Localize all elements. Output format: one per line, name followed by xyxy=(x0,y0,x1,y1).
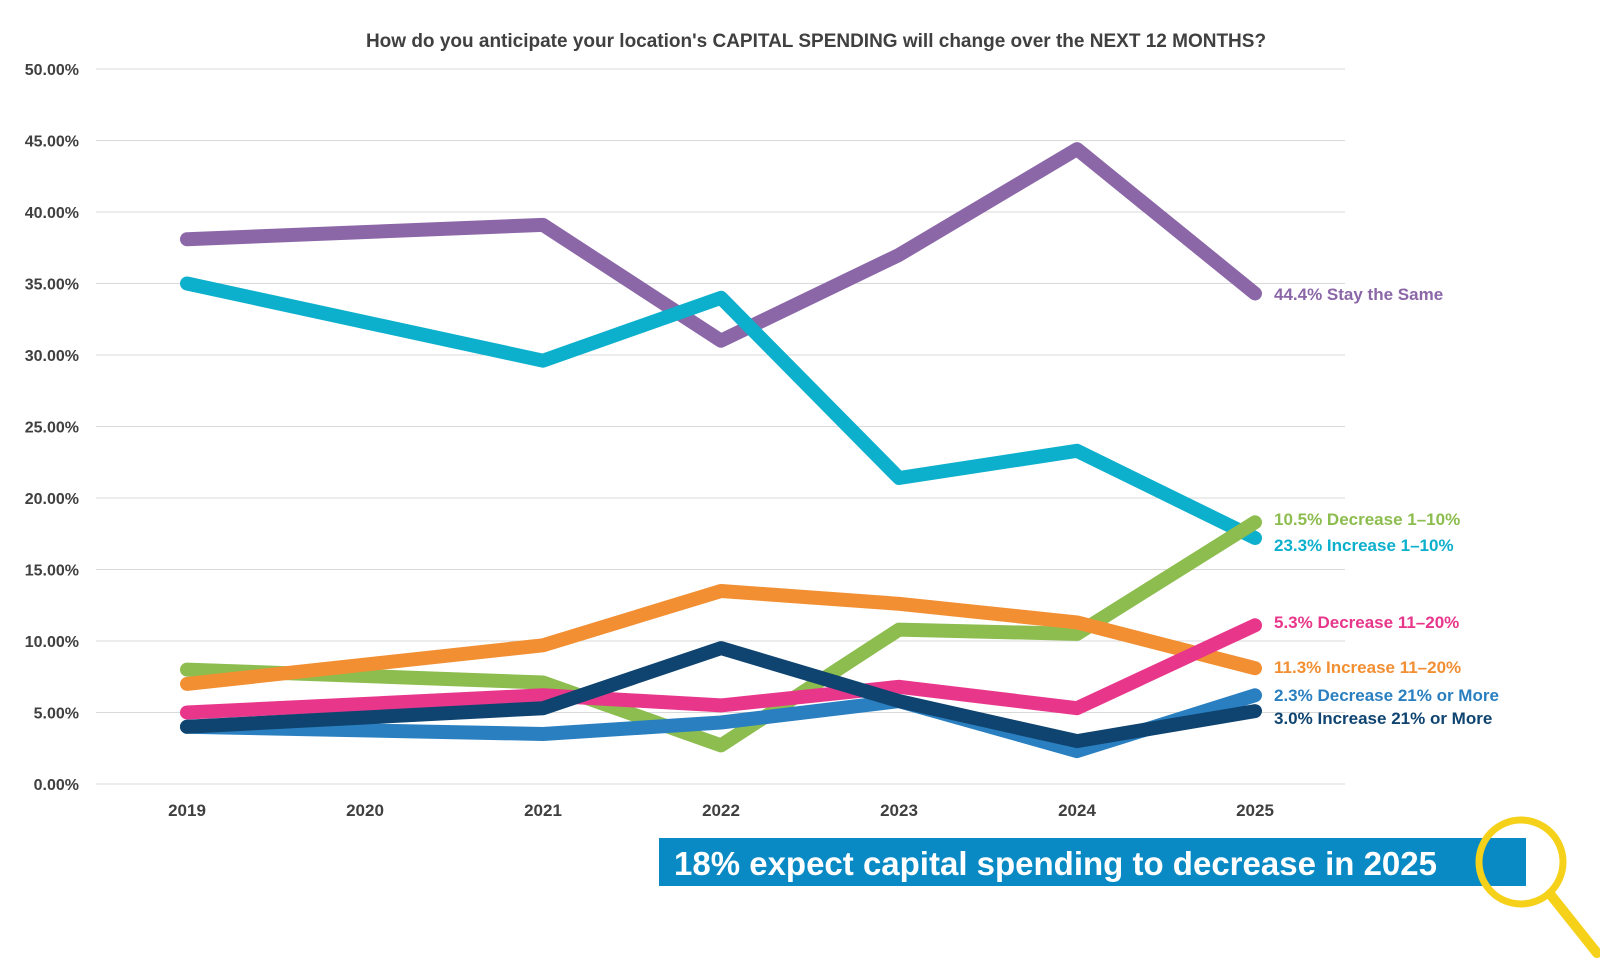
callout-text: 18% expect capital spending to decrease … xyxy=(674,845,1437,882)
series-line xyxy=(180,618,1262,720)
y-tick-label: 15.00% xyxy=(25,563,79,580)
magnifier-icon xyxy=(1475,816,1600,958)
x-axis: 2019 2020 2021 2022 2023 2024 2025 xyxy=(168,801,1274,820)
series-label: 10.5% Decrease 1–10% xyxy=(1274,510,1460,529)
series-lines xyxy=(180,142,1262,759)
y-tick-label: 35.00% xyxy=(25,277,79,294)
chart-title: How do you anticipate your location's CA… xyxy=(366,31,1266,52)
y-tick-label: 5.00% xyxy=(34,706,79,723)
y-tick-label: 40.00% xyxy=(25,205,79,222)
x-tick-label: 2025 xyxy=(1236,801,1274,820)
y-tick-label: 45.00% xyxy=(25,134,79,151)
series-label: 3.0% Increase 21% or More xyxy=(1274,709,1492,728)
x-tick-label: 2024 xyxy=(1058,801,1096,820)
series-labels: 44.4% Stay the Same 23.3% Increase 1–10% 1… xyxy=(1274,285,1499,728)
y-tick-label: 20.00% xyxy=(25,491,79,508)
series-line xyxy=(180,584,1262,691)
y-axis: 0.00% 5.00% 10.00% 15.00% 20.00% 25.00% 30.00%… xyxy=(25,62,79,794)
series-line xyxy=(180,515,1262,753)
y-tick-label: 30.00% xyxy=(25,348,79,365)
series-line xyxy=(180,142,1262,348)
x-tick-label: 2021 xyxy=(524,801,562,820)
callout-bar xyxy=(659,838,1526,886)
callout-banner: 18% expect capital spending to decrease … xyxy=(659,816,1600,958)
series-label: 5.3% Decrease 11–20% xyxy=(1274,613,1459,632)
series-line xyxy=(180,276,1262,545)
series-label: 11.3% Increase 11–20% xyxy=(1274,658,1461,677)
y-tick-label: 0.00% xyxy=(34,777,79,794)
x-tick-label: 2022 xyxy=(702,801,740,820)
series-line xyxy=(180,641,1262,749)
y-tick-label: 25.00% xyxy=(25,420,79,437)
x-tick-label: 2020 xyxy=(346,801,384,820)
series-label: 23.3% Increase 1–10% xyxy=(1274,536,1454,555)
y-tick-label: 50.00% xyxy=(25,62,79,79)
series-label: 2.3% Decrease 21% or More xyxy=(1274,686,1499,705)
x-tick-label: 2019 xyxy=(168,801,206,820)
series-label: 44.4% Stay the Same xyxy=(1274,285,1443,304)
x-tick-label: 2023 xyxy=(880,801,918,820)
y-tick-label: 10.00% xyxy=(25,634,79,651)
